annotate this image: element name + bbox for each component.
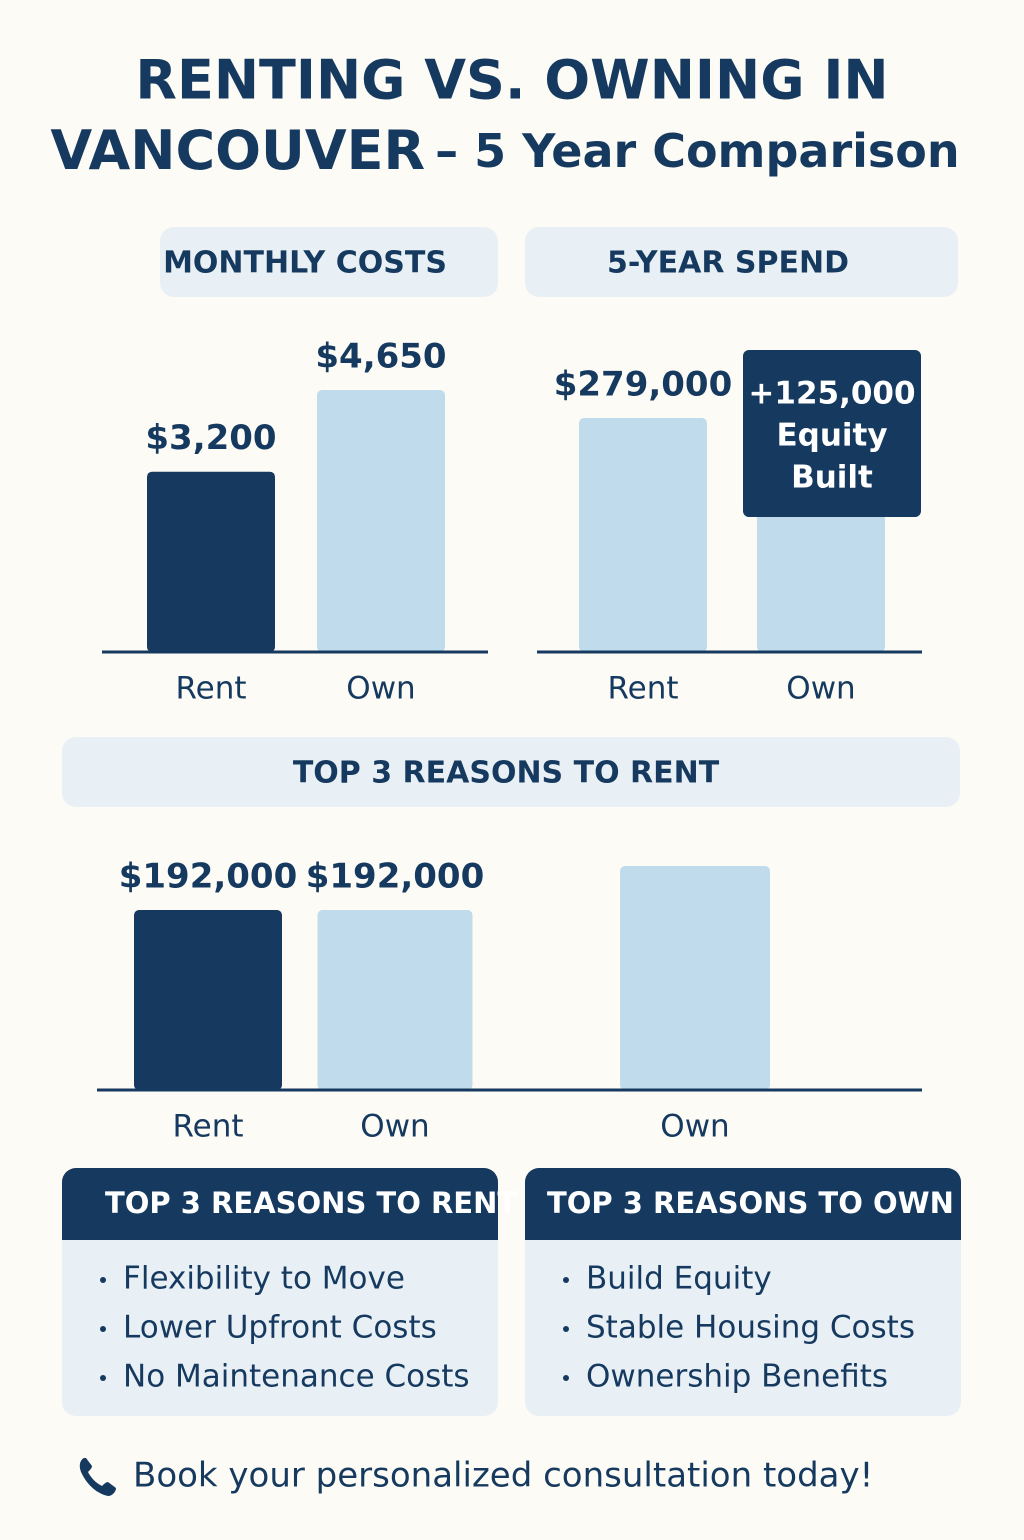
bar — [147, 471, 275, 652]
list-item: Lower Upfront Costs — [123, 1310, 437, 1346]
annotation-box — [743, 350, 921, 517]
x-tick-label: Own — [660, 1109, 729, 1145]
x-tick-label: Own — [786, 671, 855, 707]
bar — [579, 418, 707, 652]
value-label: $192,000 — [306, 857, 485, 897]
list-heading: TOP 3 REASONS TO RENT — [105, 1186, 517, 1220]
list-heading: TOP 3 REASONS TO OWN — [547, 1186, 954, 1220]
title-part: VANCOUVER — [50, 119, 425, 182]
x-tick-label: Own — [346, 671, 415, 707]
bar — [620, 866, 770, 1090]
chart-title: MONTHLY COSTS — [163, 246, 447, 281]
value-label: $192,000 — [119, 857, 298, 897]
bar — [317, 390, 445, 652]
footer-text: Book your personalized consultation toda… — [133, 1456, 873, 1496]
list-item: Build Equity — [586, 1261, 772, 1297]
annotation-text: Built — [791, 460, 873, 496]
bullet — [563, 1375, 569, 1381]
list-item: No Maintenance Costs — [123, 1359, 470, 1395]
section-header — [160, 227, 498, 297]
chart-title: TOP 3 REASONS TO RENT — [293, 756, 720, 791]
bullet — [100, 1375, 106, 1381]
x-tick-label: Rent — [172, 1109, 243, 1145]
annotation-text: Equity — [776, 418, 887, 454]
bullet — [563, 1326, 569, 1332]
list-item: Ownership Benefits — [586, 1359, 888, 1395]
annotation-text: +125,000 — [748, 376, 915, 412]
list-header-foot — [525, 1210, 961, 1240]
bar — [134, 910, 282, 1090]
x-tick-label: Own — [360, 1109, 429, 1145]
list-header-foot — [62, 1210, 498, 1240]
phone-icon — [79, 1458, 116, 1496]
phone-shape — [79, 1458, 116, 1496]
chart-title: 5-YEAR SPEND — [607, 246, 849, 281]
bar — [317, 910, 473, 1090]
section-header — [62, 737, 960, 807]
list-item: Stable Housing Costs — [586, 1310, 915, 1346]
x-tick-label: Rent — [607, 671, 678, 707]
title-line: RENTING VS. OWNING IN — [135, 49, 888, 112]
x-tick-label: Rent — [175, 671, 246, 707]
section-header — [525, 227, 958, 297]
list-item: Flexibility to Move — [123, 1261, 405, 1297]
bullet — [100, 1277, 106, 1283]
bullet — [563, 1277, 569, 1283]
value-label: $3,200 — [145, 418, 276, 458]
value-label: $279,000 — [554, 365, 733, 405]
title-part: – 5 Year Comparison — [435, 124, 960, 178]
value-label: $4,650 — [315, 337, 446, 377]
title-line: VANCOUVER – 5 Year Comparison — [50, 119, 959, 182]
bullet — [100, 1326, 106, 1332]
